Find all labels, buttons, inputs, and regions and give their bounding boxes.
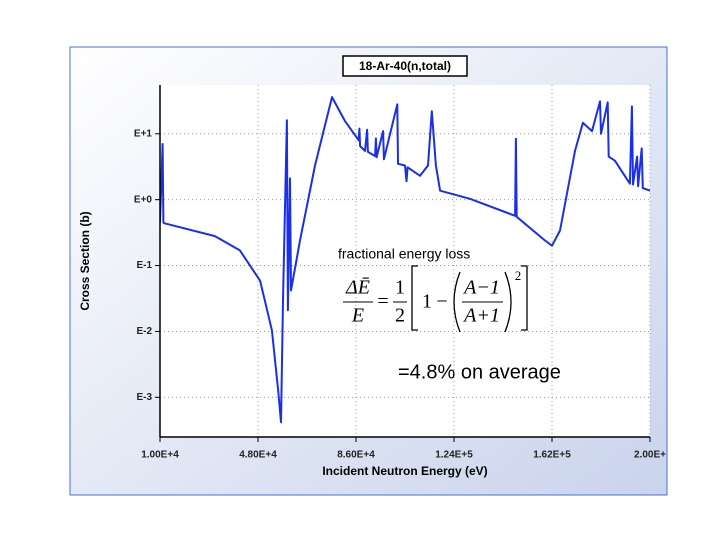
formula-text: 1 bbox=[395, 277, 405, 299]
x-tick-label: 1.00E+4 bbox=[141, 450, 179, 461]
formula-text: 2 bbox=[515, 268, 522, 283]
series-layer bbox=[160, 96, 650, 424]
formula-text: − bbox=[436, 291, 447, 313]
bracket bbox=[411, 265, 418, 331]
x-tick-label: 2.00E+ bbox=[634, 450, 666, 461]
formula-text: E bbox=[351, 305, 364, 327]
formula-text: 1 bbox=[422, 291, 432, 313]
y-tick-label: E+1 bbox=[134, 128, 153, 139]
plot-area bbox=[160, 85, 650, 437]
paren bbox=[504, 271, 512, 333]
chart-title: 18-Ar-40(n,total) bbox=[359, 59, 451, 73]
formula-text: A−1 bbox=[462, 277, 500, 299]
bracket bbox=[521, 265, 528, 331]
grid bbox=[155, 85, 651, 442]
x-tick-label: 8.60E+4 bbox=[337, 450, 375, 461]
y-axis-title: Cross Section (b) bbox=[78, 211, 92, 310]
x-axis-title: Incident Neutron Energy (eV) bbox=[322, 464, 487, 478]
paren bbox=[453, 271, 461, 333]
y-tick-label: E-2 bbox=[136, 326, 152, 337]
x-tick-label: 1.62E+5 bbox=[533, 450, 571, 461]
y-tick-label: E+0 bbox=[134, 194, 153, 205]
y-tick-label: E-3 bbox=[136, 392, 152, 403]
formula-text: = bbox=[377, 291, 388, 313]
x-tick-label: 4.80E+4 bbox=[239, 450, 277, 461]
formula-text: 2 bbox=[395, 305, 405, 327]
title-box bbox=[342, 55, 468, 77]
annotation: fractional energy loss bbox=[338, 246, 470, 262]
x-tick-label: 1.24E+5 bbox=[435, 450, 473, 461]
tick-labels: 1.00E+4 4.80E+4 8.60E+4 1.24E+5 1.62E+5 2.00E… bbox=[134, 128, 666, 460]
formula-text: A+1 bbox=[462, 305, 500, 327]
y-tick-label: E-1 bbox=[136, 260, 152, 271]
data-line bbox=[160, 96, 650, 424]
annotation: =4.8% on average bbox=[398, 361, 561, 383]
formula: ΔĒ E = 1 2 1 − A−1 A+1 2 bbox=[343, 265, 528, 333]
formula-text: ΔĒ bbox=[345, 277, 370, 299]
